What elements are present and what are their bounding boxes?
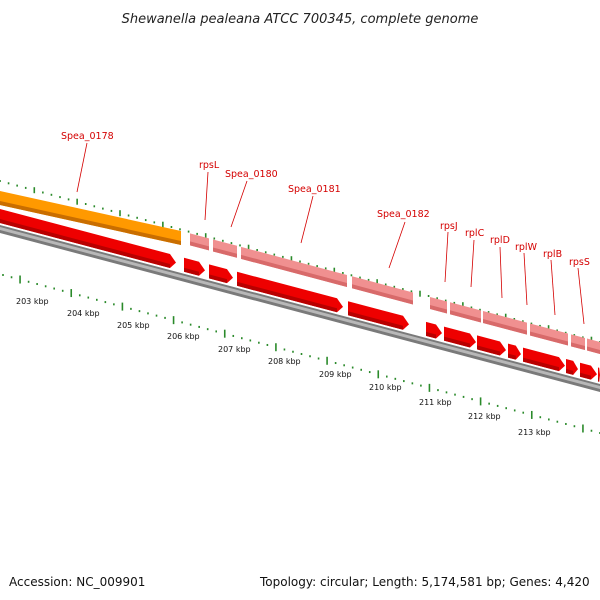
gene-label-spea-0178[interactable]: Spea_0178 [61, 131, 114, 142]
kbp-label-206: 206 kbp [167, 332, 200, 341]
cds-arrow[interactable] [348, 301, 409, 330]
cds-arrow[interactable] [0, 209, 176, 269]
gene-label-rplw[interactable]: rplW [515, 242, 538, 253]
kbp-label-211: 211 kbp [419, 398, 452, 407]
genome-backbone [0, 225, 600, 392]
kbp-label-212: 212 kbp [468, 412, 501, 421]
gene-label-rplc[interactable]: rplC [465, 228, 485, 239]
cds-arrow-shade [508, 353, 516, 360]
gene-label-spea-0181[interactable]: Spea_0181 [288, 184, 341, 195]
cds-arrow-shade [523, 357, 559, 372]
cds-feature-shade [483, 318, 527, 335]
kbp-label-203: 203 kbp [16, 297, 49, 306]
kbp-label-204: 204 kbp [67, 309, 100, 318]
kbp-label-209: 209 kbp [319, 370, 352, 379]
scale-tick-ring [2, 274, 600, 434]
cds-feature-shade [430, 304, 447, 314]
gene-label-spea-0180[interactable]: Spea_0180 [225, 169, 278, 180]
cds-arrow-shade [209, 274, 227, 284]
cds-arrow-shade [566, 368, 574, 375]
orange-feature[interactable] [0, 191, 181, 245]
cds-arrow-shade [580, 372, 591, 380]
cds-feature-shade [213, 247, 237, 258]
kbp-label-207: 207 kbp [218, 345, 251, 354]
gene-label-rplb[interactable]: rplB [543, 249, 562, 260]
gene-label-rpsj[interactable]: rpsJ [440, 221, 458, 232]
cds-arrow[interactable] [237, 271, 343, 313]
gene-labels: Spea_0178 rpsL Spea_0180 Spea_0181 Spea_… [61, 131, 590, 325]
cds-arrow[interactable] [523, 347, 565, 372]
gene-label-rpsl[interactable]: rpsL [199, 160, 220, 171]
cds-arrow-shade [598, 377, 600, 382]
cds-feature-shade [530, 331, 568, 346]
gene-label-rpss[interactable]: rpsS [569, 257, 590, 268]
map-title: Shewanella pealeana ATCC 700345, complet… [122, 12, 479, 27]
cds-arrow-shade [237, 281, 337, 313]
cds-arrow-shade [184, 267, 199, 276]
cds-arrow-shade [477, 345, 500, 356]
cds-arrow-shade [348, 311, 403, 330]
gene-label-spea-0182[interactable]: Spea_0182 [377, 209, 430, 220]
gene-label-rpld[interactable]: rplD [490, 235, 510, 246]
cds-feature-shade [190, 241, 209, 251]
cds-arrow-shade [444, 336, 470, 348]
cds-feature-shade [587, 346, 600, 354]
kbp-label-213: 213 kbp [518, 428, 551, 437]
cds-arrow-shade [0, 219, 170, 269]
kbp-scale-labels: 203 kbp 204 kbp 205 kbp 206 kbp 207 kbp … [16, 297, 551, 437]
genome-stats-text: Topology: circular; Length: 5,174,581 bp… [259, 575, 590, 589]
accession-text: Accession: NC_009901 [9, 575, 145, 589]
cds-track-upper [190, 233, 600, 354]
kbp-label-208: 208 kbp [268, 357, 301, 366]
cds-feature-shade [450, 310, 481, 323]
cds-feature-shade [241, 254, 347, 287]
cds-feature-shade [571, 342, 585, 351]
kbp-label-205: 205 kbp [117, 321, 150, 330]
cds-track-lower [0, 209, 600, 382]
cds-arrow-shade [426, 331, 436, 339]
kbp-label-210: 210 kbp [369, 383, 402, 392]
cds-feature-shade [352, 284, 413, 305]
